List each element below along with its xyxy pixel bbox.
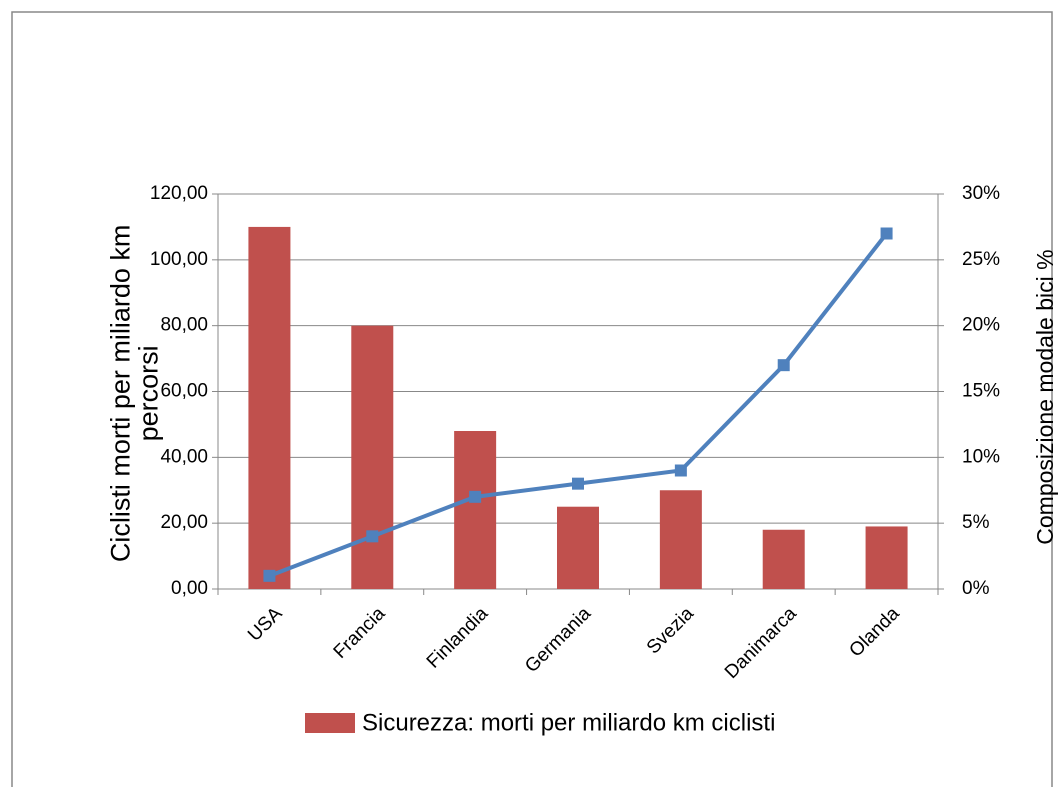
y2-tick-label: 0% [962,578,990,599]
y-tick-label: 60,00 [160,381,208,402]
bar [248,226,291,589]
y-tick-label: 20,00 [160,512,208,533]
legend-label: Sicurezza: morti per miliardo km ciclist… [362,709,775,736]
line-marker [880,227,893,240]
line-marker [777,359,790,372]
bar [454,431,497,589]
line-marker [366,530,379,543]
y2-tick-label: 15% [962,381,1000,402]
bar [351,325,394,589]
y2-tick-label: 25% [962,249,1000,270]
line-marker [572,477,584,490]
bar [762,529,805,589]
y2-tick-label: 10% [962,446,1000,467]
bar [557,506,599,589]
bar [659,490,702,589]
bar [865,526,908,589]
y2-axis-label: Composizione modale bici % [1031,249,1058,545]
y2-tick-label: 5% [962,512,990,533]
y-tick-label: 120,00 [150,183,208,204]
chart-border [11,11,1053,787]
y-tick-label: 100,00 [150,249,208,270]
line-marker [469,490,482,503]
y-axis-label: Ciclisti morti per miliardo km percorsi [105,224,164,563]
y-tick-label: 0,00 [171,578,208,599]
y-tick-label: 80,00 [160,315,208,336]
y-tick-label: 40,00 [160,446,208,467]
line-marker [674,464,687,477]
y2-tick-label: 30% [962,183,1000,204]
y2-tick-label: 20% [962,315,1000,336]
legend-swatch [305,713,355,733]
line-marker [263,569,276,582]
